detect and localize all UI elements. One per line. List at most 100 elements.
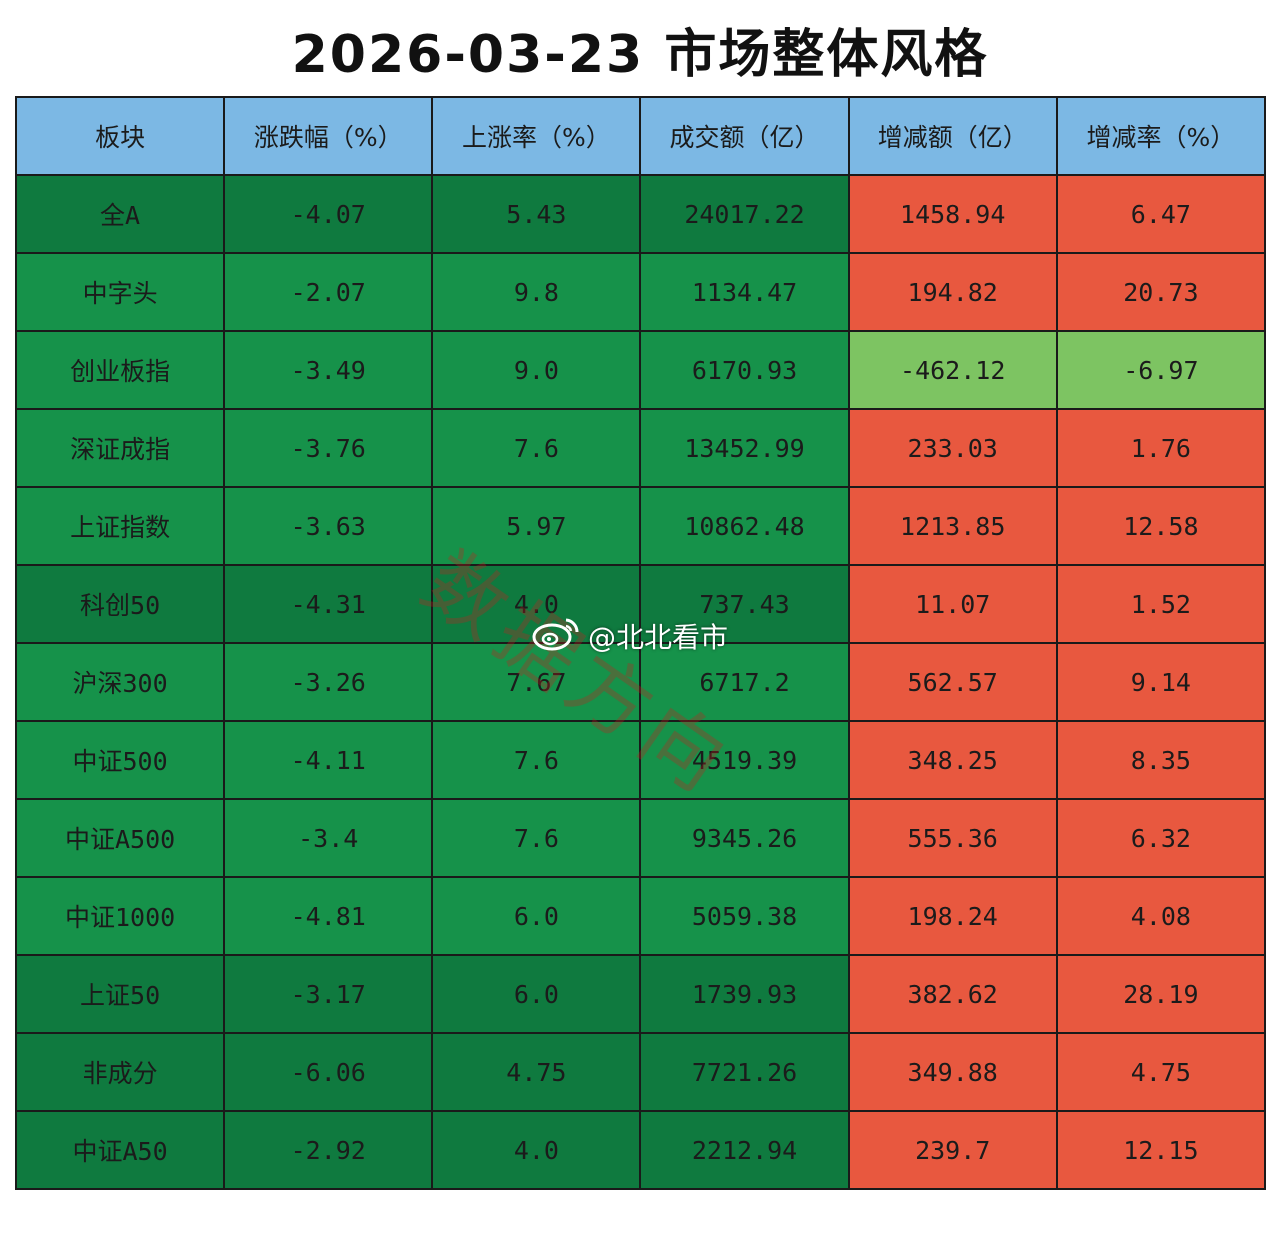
- cell-change-pct: -4.81: [223, 876, 434, 956]
- weibo-handle: @北北看市: [588, 620, 729, 654]
- cell-delta-amount: 233.03: [847, 408, 1058, 488]
- table-row: 中证A500 -3.4 7.6 9345.26 555.36 6.32: [14, 798, 1267, 878]
- cell-delta-rate: 1.52: [1055, 564, 1267, 644]
- cell-delta-amount: 349.88: [847, 1032, 1058, 1112]
- cell-sector: 非成分: [14, 1032, 226, 1112]
- table-row: 上证指数 -3.63 5.97 10862.48 1213.85 12.58: [14, 486, 1267, 566]
- cell-delta-rate: 8.35: [1055, 720, 1267, 800]
- cell-sector: 中证A50: [14, 1110, 226, 1190]
- cell-delta-amount: 1213.85: [847, 486, 1058, 566]
- cell-change-pct: -2.07: [223, 252, 434, 332]
- table-row: 中证1000 -4.81 6.0 5059.38 198.24 4.08: [14, 876, 1267, 956]
- cell-sector: 沪深300: [14, 642, 226, 722]
- table-row: 深证成指 -3.76 7.6 13452.99 233.03 1.76: [14, 408, 1267, 488]
- cell-sector: 中字头: [14, 252, 226, 332]
- cell-delta-amount: 1458.94: [847, 174, 1058, 254]
- cell-change-pct: -4.31: [223, 564, 434, 644]
- cell-delta-amount: 198.24: [847, 876, 1058, 956]
- cell-delta-rate: 12.15: [1055, 1110, 1267, 1190]
- table-body: 全A -4.07 5.43 24017.22 1458.94 6.47 中字头 -2.07 9.…: [14, 174, 1267, 1190]
- table-row: 非成分 -6.06 4.75 7721.26 349.88 4.75: [14, 1032, 1267, 1112]
- cell-change-pct: -6.06: [223, 1032, 434, 1112]
- cell-rise-rate: 6.0: [431, 876, 642, 956]
- cell-delta-rate: 28.19: [1055, 954, 1267, 1034]
- cell-delta-amount: 562.57: [847, 642, 1058, 722]
- cell-change-pct: -3.4: [223, 798, 434, 878]
- cell-delta-rate: 6.47: [1055, 174, 1267, 254]
- cell-change-pct: -3.63: [223, 486, 434, 566]
- header-change-pct: 涨跌幅（%）: [223, 96, 434, 176]
- cell-delta-rate: 9.14: [1055, 642, 1267, 722]
- cell-delta-rate: 12.58: [1055, 486, 1267, 566]
- cell-rise-rate: 9.8: [431, 252, 642, 332]
- cell-delta-rate: 4.08: [1055, 876, 1267, 956]
- cell-change-pct: -3.17: [223, 954, 434, 1034]
- cell-change-pct: -3.26: [223, 642, 434, 722]
- header-rise-rate: 上涨率（%）: [431, 96, 642, 176]
- weibo-logo-icon: [530, 612, 582, 659]
- cell-sector: 中证A500: [14, 798, 226, 878]
- table-row: 全A -4.07 5.43 24017.22 1458.94 6.47: [14, 174, 1267, 254]
- cell-rise-rate: 7.6: [431, 798, 642, 878]
- table-row: 中字头 -2.07 9.8 1134.47 194.82 20.73: [14, 252, 1267, 332]
- cell-change-pct: -3.76: [223, 408, 434, 488]
- cell-rise-rate: 9.0: [431, 330, 642, 410]
- cell-turnover: 10862.48: [639, 486, 850, 566]
- cell-rise-rate: 4.75: [431, 1032, 642, 1112]
- cell-delta-amount: 555.36: [847, 798, 1058, 878]
- cell-change-pct: -4.07: [223, 174, 434, 254]
- cell-delta-rate: 1.76: [1055, 408, 1267, 488]
- table-row: 中证500 -4.11 7.6 4519.39 348.25 8.35: [14, 720, 1267, 800]
- cell-sector: 中证500: [14, 720, 226, 800]
- cell-turnover: 6170.93: [639, 330, 850, 410]
- table-row: 上证50 -3.17 6.0 1739.93 382.62 28.19: [14, 954, 1267, 1034]
- header-delta-amount: 增减额（亿）: [847, 96, 1058, 176]
- cell-turnover: 1739.93: [639, 954, 850, 1034]
- cell-rise-rate: 7.6: [431, 408, 642, 488]
- cell-sector: 创业板指: [14, 330, 226, 410]
- table-header-row: 板块 涨跌幅（%） 上涨率（%） 成交额（亿） 增减额（亿） 增减率（%）: [14, 96, 1267, 176]
- cell-turnover: 737.43: [639, 564, 850, 644]
- cell-delta-amount: 11.07: [847, 564, 1058, 644]
- cell-sector: 中证1000: [14, 876, 226, 956]
- cell-turnover: 24017.22: [639, 174, 850, 254]
- cell-rise-rate: 7.67: [431, 642, 642, 722]
- cell-delta-amount: 194.82: [847, 252, 1058, 332]
- header-sector: 板块: [14, 96, 226, 176]
- cell-rise-rate: 6.0: [431, 954, 642, 1034]
- cell-delta-amount: 382.62: [847, 954, 1058, 1034]
- cell-sector: 上证50: [14, 954, 226, 1034]
- cell-sector: 上证指数: [14, 486, 226, 566]
- header-turnover: 成交额（亿）: [639, 96, 850, 176]
- weibo-watermark: @北北看市: [530, 612, 728, 659]
- table-row: 沪深300 -3.26 7.67 6717.2 562.57 9.14: [14, 642, 1267, 722]
- cell-turnover: 4519.39: [639, 720, 850, 800]
- cell-turnover: 2212.94: [639, 1110, 850, 1190]
- cell-rise-rate: 4.0: [431, 1110, 642, 1190]
- cell-delta-rate: -6.97: [1055, 330, 1267, 410]
- cell-turnover: 5059.38: [639, 876, 850, 956]
- header-delta-rate: 增减率（%）: [1055, 96, 1267, 176]
- cell-turnover: 6717.2: [639, 642, 850, 722]
- cell-sector: 深证成指: [14, 408, 226, 488]
- market-style-table: 板块 涨跌幅（%） 上涨率（%） 成交额（亿） 增减额（亿） 增减率（%） 全A…: [14, 96, 1267, 1190]
- cell-rise-rate: 7.6: [431, 720, 642, 800]
- cell-turnover: 7721.26: [639, 1032, 850, 1112]
- cell-delta-amount: -462.12: [847, 330, 1058, 410]
- cell-rise-rate: 5.97: [431, 486, 642, 566]
- cell-turnover: 13452.99: [639, 408, 850, 488]
- cell-change-pct: -4.11: [223, 720, 434, 800]
- cell-change-pct: -2.92: [223, 1110, 434, 1190]
- table-row: 创业板指 -3.49 9.0 6170.93 -462.12 -6.97: [14, 330, 1267, 410]
- cell-turnover: 1134.47: [639, 252, 850, 332]
- cell-delta-rate: 6.32: [1055, 798, 1267, 878]
- cell-delta-amount: 239.7: [847, 1110, 1058, 1190]
- cell-sector: 全A: [14, 174, 226, 254]
- page-title: 2026-03-23 市场整体风格: [291, 25, 989, 85]
- cell-delta-amount: 348.25: [847, 720, 1058, 800]
- cell-change-pct: -3.49: [223, 330, 434, 410]
- cell-delta-rate: 20.73: [1055, 252, 1267, 332]
- cell-sector: 科创50: [14, 564, 226, 644]
- cell-turnover: 9345.26: [639, 798, 850, 878]
- cell-rise-rate: 5.43: [431, 174, 642, 254]
